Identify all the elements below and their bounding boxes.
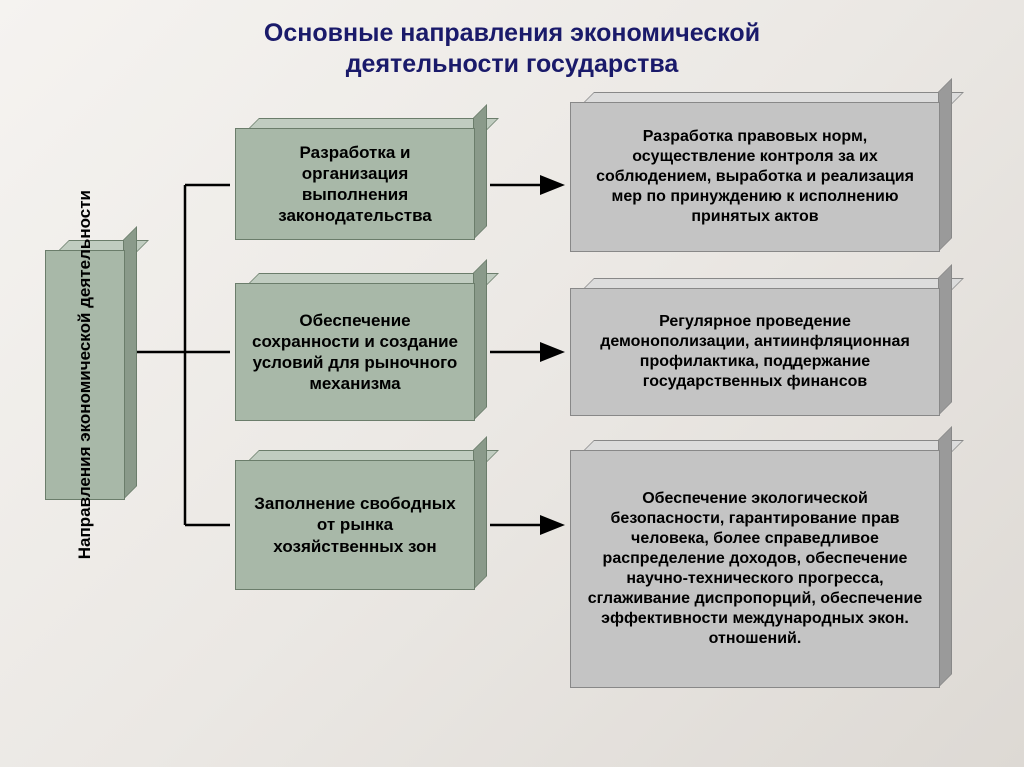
title-line1: Основные направления экономической: [0, 18, 1024, 49]
middle-node-0: Разработка и организация выполнения зако…: [235, 128, 475, 240]
right-label-0: Разработка правовых норм, осуществление …: [570, 102, 940, 252]
middle-label-1: Обеспечение сохранности и создание услов…: [235, 283, 475, 421]
middle-node-1: Обеспечение сохранности и создание услов…: [235, 283, 475, 421]
middle-node-2: Заполнение свободных от рынка хозяйствен…: [235, 460, 475, 590]
right-label-1: Регулярное проведение демонополизации, а…: [570, 288, 940, 416]
title-line2: деятельности государства: [0, 49, 1024, 80]
middle-label-2: Заполнение свободных от рынка хозяйствен…: [235, 460, 475, 590]
right-label-2: Обеспечение экологической безопасности, …: [570, 450, 940, 688]
root-label: Направления экономической деятельности: [74, 190, 95, 559]
right-node-2: Обеспечение экологической безопасности, …: [570, 450, 940, 688]
diagram-title: Основные направления экономической деяте…: [0, 0, 1024, 81]
root-node: Направления экономической деятельности: [45, 250, 125, 500]
right-node-0: Разработка правовых норм, осуществление …: [570, 102, 940, 252]
right-node-1: Регулярное проведение демонополизации, а…: [570, 288, 940, 416]
middle-label-0: Разработка и организация выполнения зако…: [235, 128, 475, 240]
